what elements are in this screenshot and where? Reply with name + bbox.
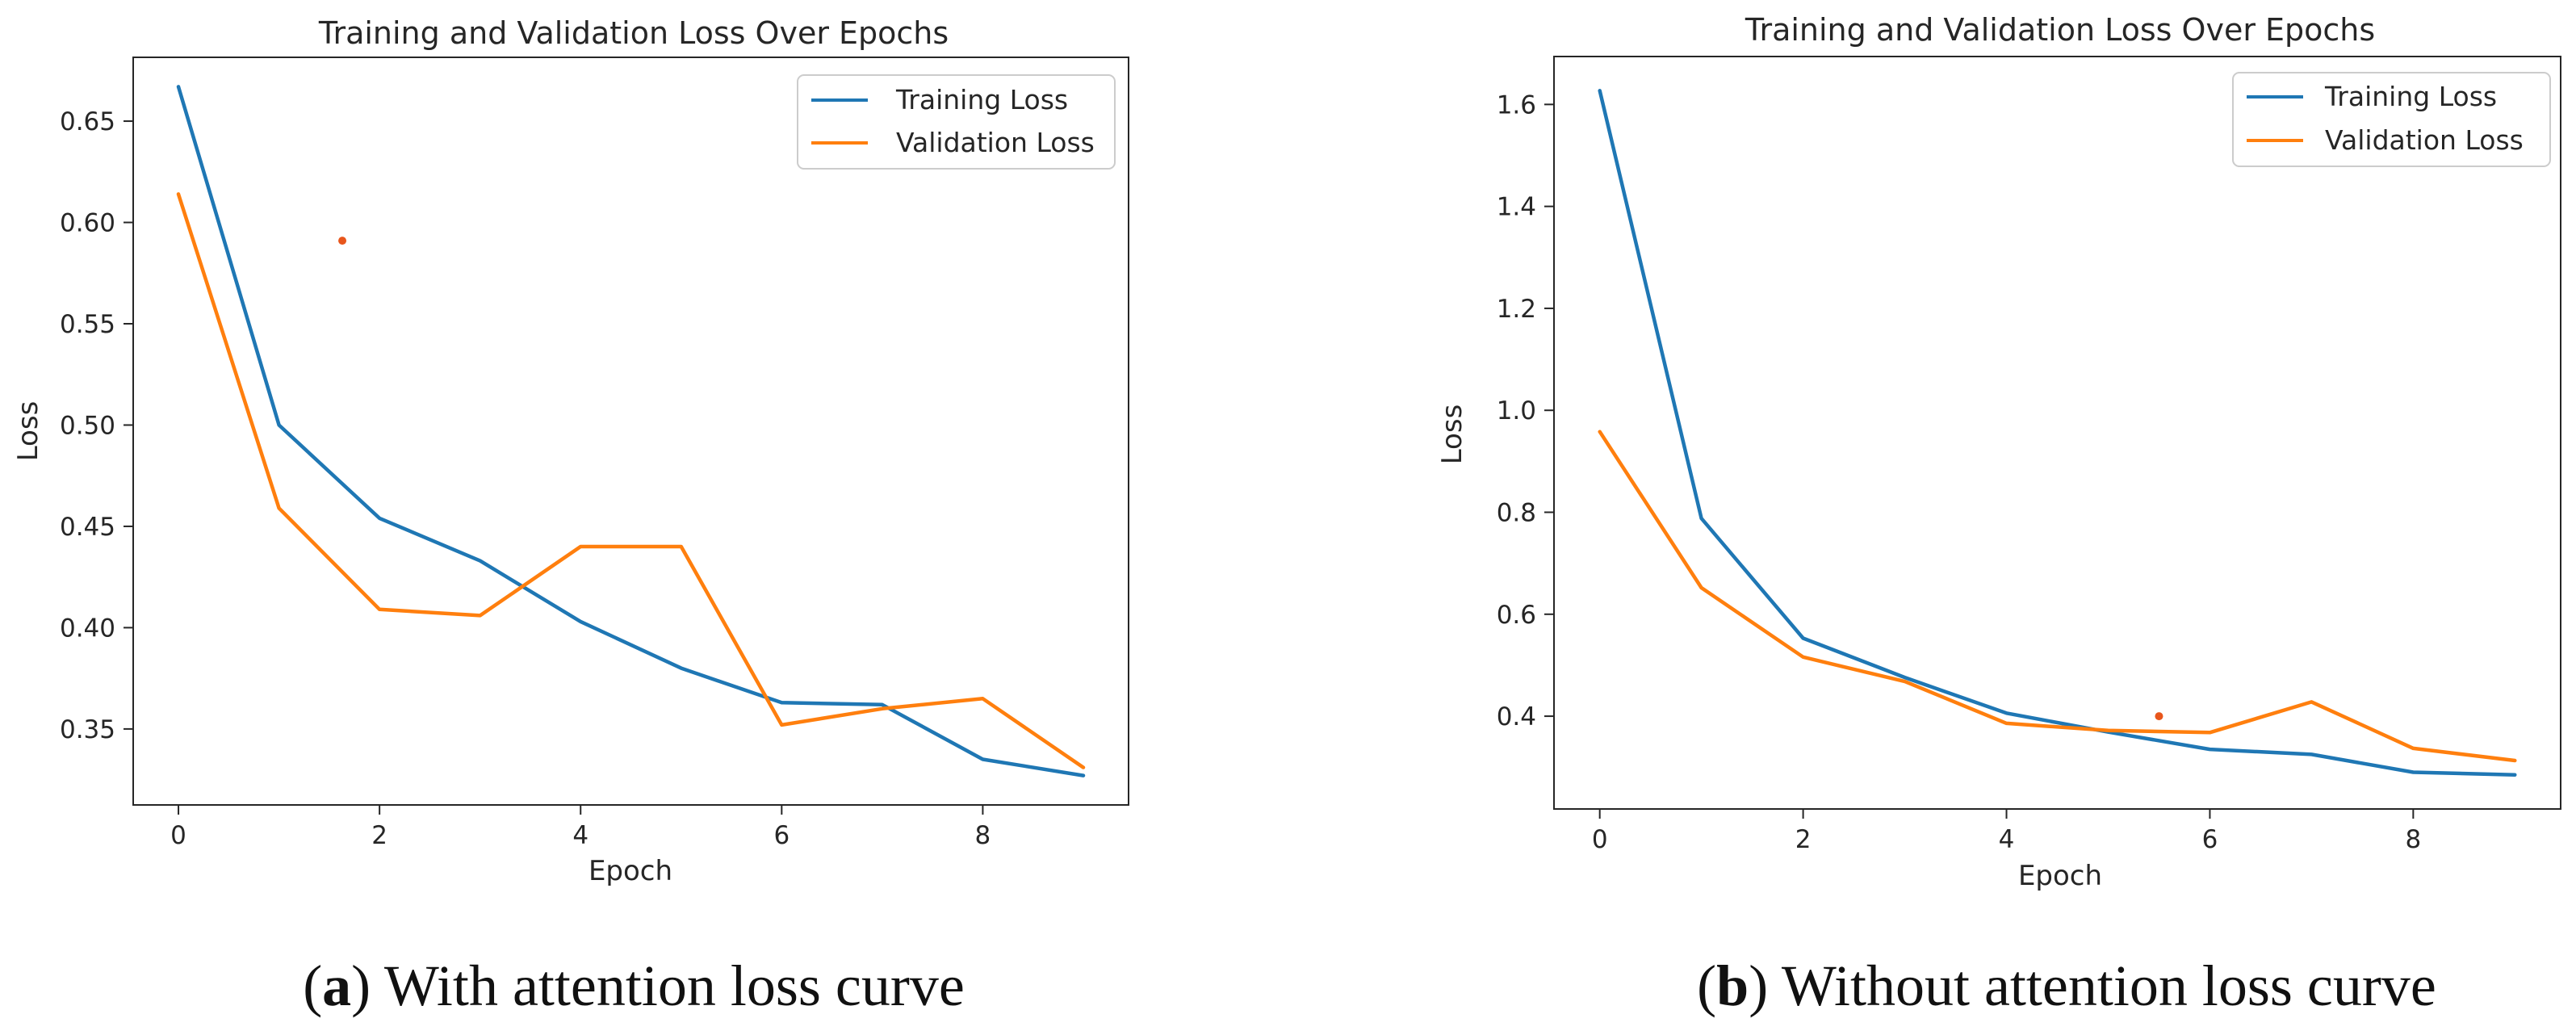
chart-a-line-training (176, 85, 1086, 777)
chart-b-ytick-label: 0.6 (1497, 601, 1536, 630)
chart-a-legend-label-training: Training Loss (895, 84, 1068, 115)
chart-a-with-attention: Training and Validation Loss Over Epochs… (12, 15, 1129, 1018)
chart-a-xtick-label: 8 (975, 821, 991, 850)
chart-b-plot-frame (1553, 56, 2561, 810)
chart-b-xtick-label: 8 (2405, 825, 2421, 854)
chart-a-ylabel: Loss (12, 401, 44, 462)
chart-b-ytick-label: 1.4 (1497, 193, 1536, 222)
chart-b-without-attention: Training and Validation Loss Over Epochs… (1436, 12, 2561, 1018)
chart-b-xtick-label: 0 (1592, 825, 1608, 854)
chart-b-ytick-label: 0.4 (1497, 702, 1536, 731)
chart-b-xtick-label: 2 (1795, 825, 1812, 854)
chart-b-ytick-label: 1.2 (1497, 295, 1536, 324)
chart-a-legend-box (797, 74, 1116, 170)
chart-b-ytick-label: 1.0 (1497, 396, 1536, 425)
chart-a-legend: Training Loss Validation Loss (797, 74, 1116, 170)
chart-a-caption-text: With attention loss curve (371, 953, 965, 1018)
chart-b-ylabel: Loss (1436, 404, 1468, 465)
chart-b-ytick-label: 0.8 (1497, 499, 1536, 528)
chart-a-xtick-label: 0 (170, 821, 186, 850)
chart-a-xlabel: Epoch (589, 855, 672, 887)
chart-a-xtick-label: 2 (371, 821, 387, 850)
chart-b-title: Training and Validation Loss Over Epochs (1745, 12, 2375, 48)
chart-a-xtick-label: 4 (572, 821, 589, 850)
chart-b-caption-letter: b (1716, 953, 1749, 1018)
chart-a-ytick-label: 0.35 (60, 715, 115, 744)
chart-a-ytick-label: 0.50 (60, 411, 115, 440)
chart-a-xtick-label: 6 (773, 821, 790, 850)
chart-b-line-training (1598, 89, 2517, 777)
chart-b-xtick-label: 6 (2202, 825, 2218, 854)
chart-a-plot-frame (132, 57, 1129, 806)
chart-a-caption-letter: a (322, 953, 351, 1018)
chart-a-ytick-label: 0.55 (60, 310, 115, 339)
chart-b-xtick-label: 4 (1999, 825, 2015, 854)
chart-a-stray-point (338, 237, 347, 245)
chart-a-line-validation (176, 192, 1086, 769)
chart-b-legend: Training Loss Validation Loss (2232, 72, 2551, 167)
chart-b-line-validation (1598, 430, 2517, 763)
chart-b-stray-point (2155, 712, 2163, 721)
chart-a-ytick-label: 0.40 (60, 614, 115, 643)
chart-a-legend-label-validation: Validation Loss (896, 127, 1095, 158)
chart-a-title: Training and Validation Loss Over Epochs (318, 15, 949, 51)
chart-b-caption-text: Without attention loss curve (1768, 953, 2436, 1018)
chart-a-ytick-label: 0.60 (60, 209, 115, 238)
chart-b-legend-label-training: Training Loss (2324, 81, 2497, 112)
chart-b-ytick-label: 1.6 (1497, 90, 1536, 119)
chart-b-legend-box (2232, 72, 2551, 167)
chart-a-caption: (a) With attention loss curve (303, 953, 965, 1018)
chart-b-xlabel: Epoch (2018, 860, 2102, 892)
chart-b-caption: (b) Without attention loss curve (1697, 953, 2436, 1018)
chart-a-ytick-label: 0.45 (60, 513, 115, 542)
chart-b-legend-label-validation: Validation Loss (2325, 124, 2524, 156)
chart-a-ytick-label: 0.65 (60, 107, 115, 136)
